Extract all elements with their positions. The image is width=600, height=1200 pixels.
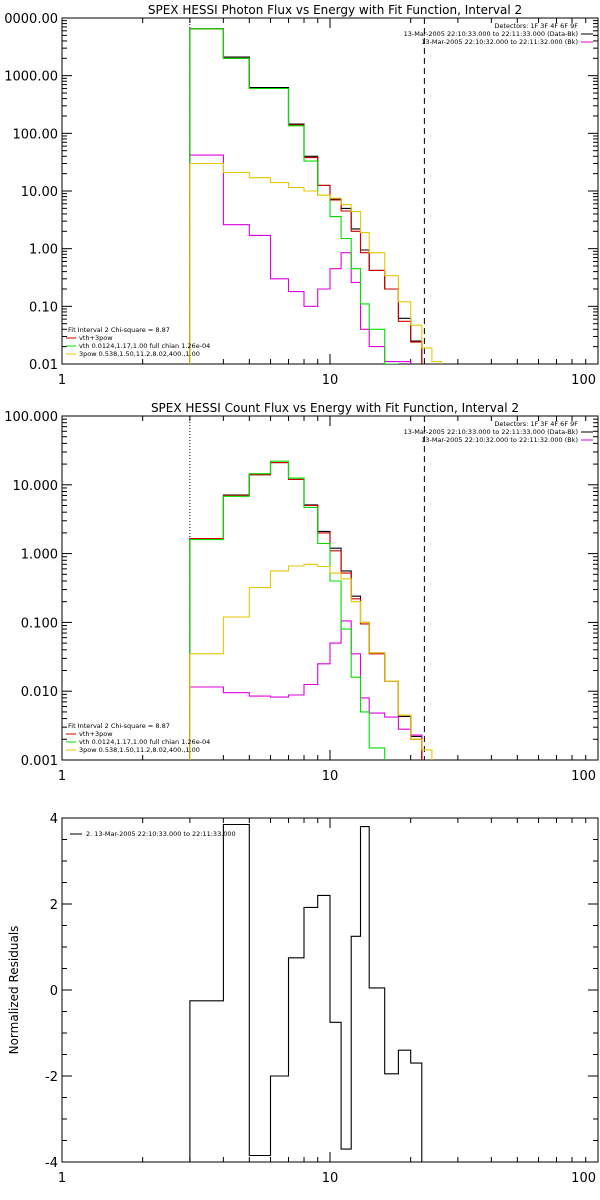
legend-top-entry: 13-Mar-2005 22:10:33.000 to 22:11:33.000…: [404, 30, 578, 38]
y-tick-label: 100.000: [4, 410, 58, 425]
y-tick-label: 10.000: [13, 479, 59, 494]
x-tick-label: 100: [571, 373, 596, 388]
residuals-ylabel: Normalized Residuals: [7, 926, 21, 1055]
legend-bottom-entry: 3pow 0.538,1.50,11.2,8.02,400.,1.00: [79, 746, 200, 754]
plot-frame: [61, 415, 599, 761]
series-vth-line: [189, 460, 386, 760]
y-tick-label: 1000.00: [4, 70, 58, 85]
residuals-panel: Normalized Residuals 1 10 100 -4 -2 0 2 4 2. 13-…: [7, 812, 599, 1186]
x-tick-label: 1: [58, 769, 66, 784]
legend-entry: 2. 13-Mar-2005 22:10:33.000 to 22:11:33.…: [86, 830, 236, 838]
y-tick-label: 0.01: [29, 358, 58, 373]
series-0-line: [189, 823, 423, 1162]
x-tick-label: 10: [322, 1171, 339, 1186]
y-tick-label: -2: [45, 1070, 58, 1085]
y-tick-label: 1.000: [21, 548, 58, 563]
y-tick-label: 0000.00: [4, 12, 58, 27]
legend-bottom-entry: vth+3pow: [79, 334, 113, 342]
y-tick-label: 2: [50, 898, 58, 913]
legend-top-entry: Detectors: 1F 3F 4F 6F 9F: [494, 420, 578, 428]
legend-bottom-entry: vth 0.0124,1.17,1.00 full chian 1.26e-04: [79, 738, 210, 746]
series-3pow-line: [189, 162, 442, 364]
series-0-line: [189, 462, 423, 760]
y-tick-label: 0.10: [29, 300, 58, 315]
y-tick-label: 100.00: [13, 127, 59, 142]
y-tick-label: 0.001: [21, 754, 58, 769]
legend-bottom-entry: vth+3pow: [79, 730, 113, 738]
legend-bottom-entry: vth 0.0124,1.17,1.00 full chian 1.26e-04: [79, 342, 210, 350]
series-3pow-line: [189, 563, 433, 760]
series-0-line: [189, 28, 423, 364]
legend-bottom-entry: Fit Interval 2 Chi-square = 8.87: [68, 722, 170, 730]
count-flux-title: SPEX HESSI Count Flux vs Energy with Fit…: [151, 401, 519, 415]
count-flux-panel: SPEX HESSI Count Flux vs Energy with Fit…: [4, 401, 599, 784]
series-vth3pow-line: [189, 462, 423, 760]
x-tick-label: 10: [322, 769, 339, 784]
legend-top-entry: 13-Mar-2005 22:10:33.000 to 22:11:33.000…: [404, 428, 578, 436]
legend-top-entry: 13-Mar-2005 22:10:32.000 to 22:11:32.000…: [421, 38, 578, 46]
y-tick-label: 0.100: [21, 616, 58, 631]
y-tick-label: 10.00: [21, 185, 58, 200]
x-tick-label: 1: [58, 373, 66, 388]
y-tick-label: 4: [50, 812, 58, 827]
x-tick-label: 100: [571, 769, 596, 784]
photon-flux-title: SPEX HESSI Photon Flux vs Energy with Fi…: [148, 3, 522, 17]
legend-top-entry: 13-Mar-2005 22:10:32.000 to 22:11:32.000…: [421, 436, 578, 444]
y-tick-label: 1.00: [29, 243, 58, 258]
legend-bottom-entry: Fit Interval 2 Chi-square = 8.87: [68, 326, 170, 334]
legend-bottom-entry: 3pow 0.538,1.50,11.2,8.02,400.,1.00: [79, 350, 200, 358]
x-tick-label: 100: [571, 1171, 596, 1186]
x-tick-label: 10: [322, 373, 339, 388]
series-1-line: [189, 154, 412, 364]
x-tick-label: 1: [58, 1171, 66, 1186]
photon-flux-panel: SPEX HESSI Photon Flux vs Energy with Fi…: [4, 3, 599, 388]
y-tick-label: 0.010: [21, 685, 58, 700]
y-tick-label: 0: [50, 984, 58, 999]
series-1-line: [189, 620, 423, 760]
series-vth3pow-line: [189, 28, 423, 364]
y-tick-label: -4: [45, 1156, 58, 1171]
series-vth-line: [189, 28, 399, 364]
legend-top-entry: Detectors: 1F 3F 4F 6F 9F: [494, 22, 578, 30]
